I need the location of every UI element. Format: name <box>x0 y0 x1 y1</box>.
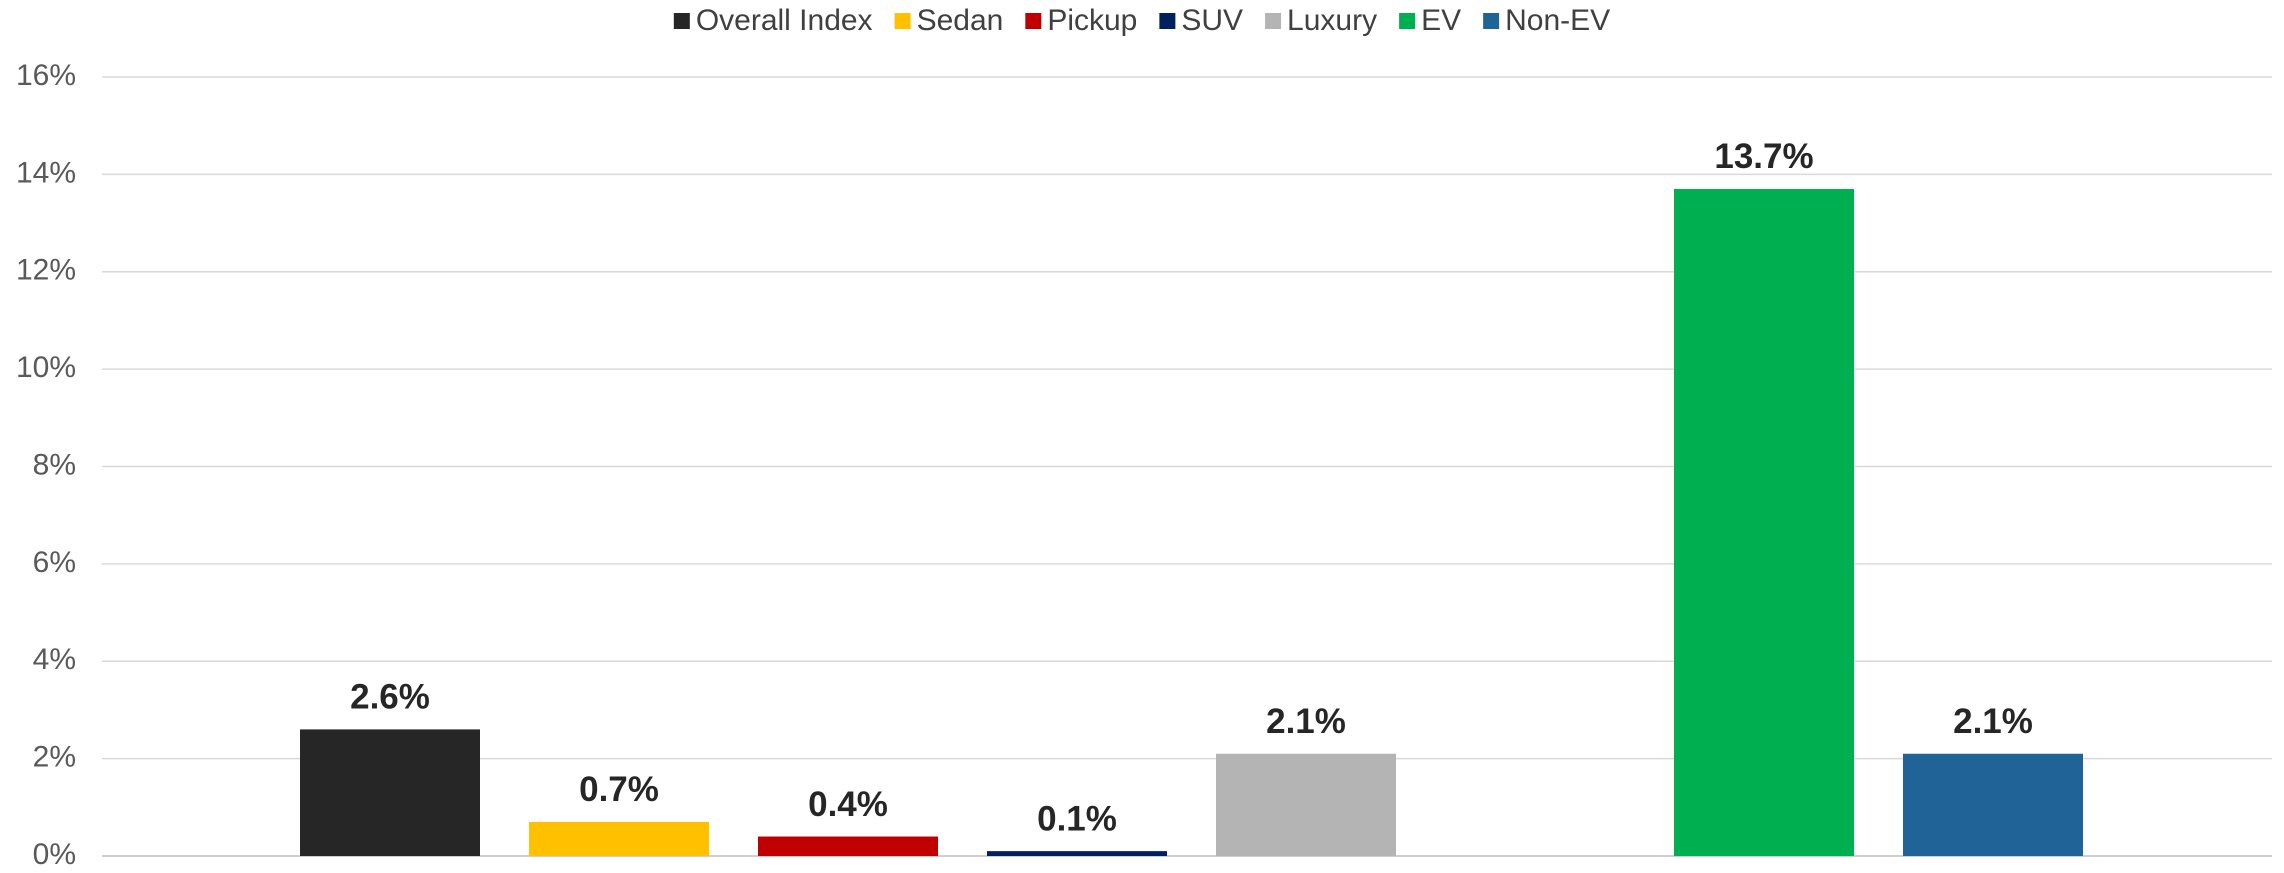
legend-label: Overall Index <box>696 4 873 37</box>
data-label: 0.1% <box>1037 799 1117 838</box>
y-tick-label: 10% <box>16 351 76 384</box>
legend-swatch <box>1025 13 1042 29</box>
y-tick-label: 0% <box>33 838 76 871</box>
legend-label: Luxury <box>1287 4 1377 37</box>
y-tick-label: 14% <box>16 156 76 189</box>
bar <box>1903 753 2083 856</box>
y-tick-label: 6% <box>33 546 76 579</box>
bar <box>300 729 480 856</box>
legend-label: EV <box>1421 4 1461 37</box>
data-label: 2.6% <box>350 678 430 717</box>
data-label: 2.1% <box>1266 702 1346 741</box>
legend-swatch <box>673 13 690 29</box>
legend-swatch <box>1159 13 1176 29</box>
y-tick-label: 4% <box>33 643 76 676</box>
bar <box>529 821 709 856</box>
data-label: 0.4% <box>808 785 888 824</box>
bar <box>758 836 938 856</box>
y-tick-label: 16% <box>16 59 76 92</box>
legend-swatch <box>894 13 911 29</box>
legend-swatch <box>1483 13 1500 29</box>
bar <box>1674 188 1854 856</box>
y-tick-label: 12% <box>16 254 76 287</box>
y-tick-label: 2% <box>33 741 76 774</box>
bar <box>1216 753 1396 856</box>
legend-label: Pickup <box>1047 4 1137 37</box>
legend-swatch <box>1265 13 1282 29</box>
legend-label: SUV <box>1181 4 1243 37</box>
legend-label: Sedan <box>917 4 1004 37</box>
data-label: 13.7% <box>1714 137 1813 176</box>
legend-label: Non-EV <box>1505 4 1610 37</box>
legend-swatch <box>1399 13 1416 29</box>
y-tick-label: 8% <box>33 448 76 481</box>
bar <box>987 851 1167 856</box>
data-label: 0.7% <box>579 770 659 809</box>
data-label: 2.1% <box>1953 702 2033 741</box>
